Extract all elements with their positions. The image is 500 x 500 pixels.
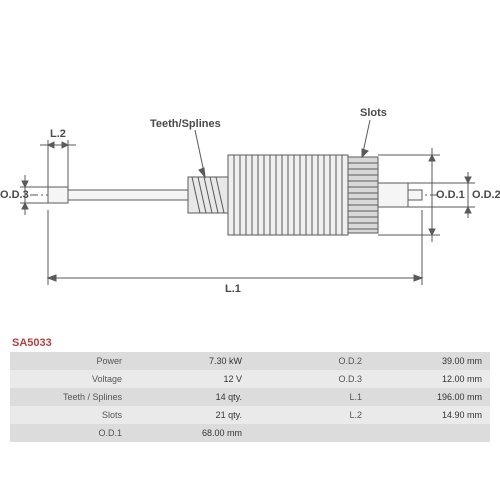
armature-svg bbox=[0, 0, 500, 330]
spec-value: 196.00 mm bbox=[370, 388, 490, 406]
spec-label bbox=[250, 424, 370, 442]
label-od3: O.D.3 bbox=[0, 189, 29, 201]
label-teeth-splines: Teeth/Splines bbox=[150, 118, 221, 130]
spec-label: L.2 bbox=[250, 406, 370, 424]
spec-value: 39.00 mm bbox=[370, 352, 490, 370]
label-od2: O.D.2 bbox=[472, 189, 500, 201]
label-l2: L.2 bbox=[50, 128, 66, 140]
spec-label: Voltage bbox=[10, 370, 130, 388]
spec-table: Power 7.30 kW O.D.2 39.00 mm Voltage 12 … bbox=[10, 352, 490, 442]
spec-label: L.1 bbox=[250, 388, 370, 406]
table-row: O.D.1 68.00 mm bbox=[10, 424, 490, 442]
spec-value: 12.00 mm bbox=[370, 370, 490, 388]
label-od1: O.D.1 bbox=[436, 189, 465, 201]
label-l1: L.1 bbox=[225, 283, 241, 295]
spec-value: 14 qty. bbox=[130, 388, 250, 406]
spec-value bbox=[370, 424, 490, 442]
spec-value: 7.30 kW bbox=[130, 352, 250, 370]
table-row: Slots 21 qty. L.2 14.90 mm bbox=[10, 406, 490, 424]
spec-label: Teeth / Splines bbox=[10, 388, 130, 406]
spec-value: 14.90 mm bbox=[370, 406, 490, 424]
spec-label: Power bbox=[10, 352, 130, 370]
part-code: SA5033 bbox=[12, 337, 52, 349]
spec-value: 12 V bbox=[130, 370, 250, 388]
spec-label: Slots bbox=[10, 406, 130, 424]
technical-diagram: Teeth/Splines Slots L.2 O.D.3 O.D.1 O.D.… bbox=[0, 0, 500, 330]
spec-label: O.D.1 bbox=[10, 424, 130, 442]
spec-value: 21 qty. bbox=[130, 406, 250, 424]
table-row: Teeth / Splines 14 qty. L.1 196.00 mm bbox=[10, 388, 490, 406]
table-row: Voltage 12 V O.D.3 12.00 mm bbox=[10, 370, 490, 388]
table-row: Power 7.30 kW O.D.2 39.00 mm bbox=[10, 352, 490, 370]
spec-label: O.D.3 bbox=[250, 370, 370, 388]
spec-label: O.D.2 bbox=[250, 352, 370, 370]
spec-value: 68.00 mm bbox=[130, 424, 250, 442]
label-slots: Slots bbox=[360, 107, 387, 119]
